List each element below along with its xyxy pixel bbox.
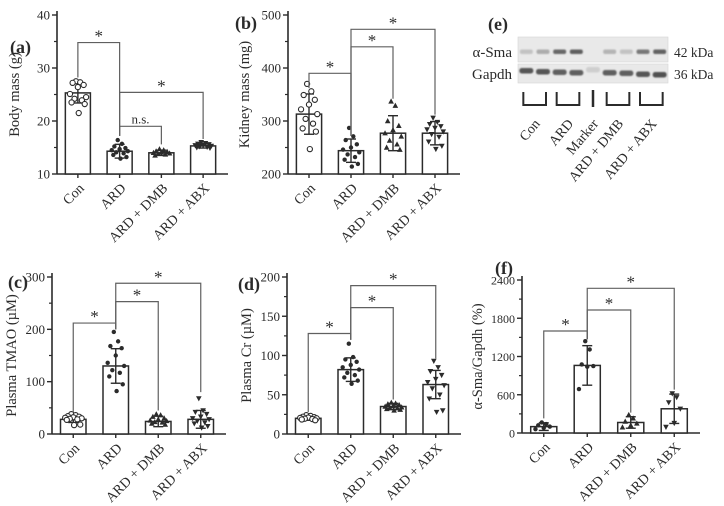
svg-text:*: * bbox=[154, 267, 163, 286]
svg-text:*: * bbox=[90, 307, 99, 326]
svg-text:Kidney mass (mg): Kidney mass (mg) bbox=[237, 41, 253, 148]
svg-text:ARD: ARD bbox=[98, 181, 130, 213]
svg-text:ARD: ARD bbox=[94, 441, 126, 473]
panel-f-asma-gapdh-chart: (f) 0 600 1200 1800 2400 α-Sma/Gapdh (%) Con ARD… bbox=[470, 258, 700, 505]
svg-text:(e): (e) bbox=[488, 14, 508, 35]
svg-text:Con: Con bbox=[526, 440, 553, 467]
svg-text:*: * bbox=[157, 76, 166, 95]
svg-text:Plasma TMAO (µM): Plasma TMAO (µM) bbox=[4, 294, 20, 417]
svg-text:2400: 2400 bbox=[491, 274, 515, 288]
svg-text:*: * bbox=[325, 318, 334, 337]
svg-text:300: 300 bbox=[26, 270, 46, 285]
svg-text:(c): (c) bbox=[8, 272, 28, 293]
svg-text:0: 0 bbox=[509, 427, 515, 441]
svg-text:*: * bbox=[133, 286, 142, 305]
svg-text:*: * bbox=[368, 292, 377, 311]
svg-text:200: 200 bbox=[261, 270, 281, 285]
svg-text:300: 300 bbox=[262, 114, 282, 129]
svg-text:Body mass (g): Body mass (g) bbox=[7, 52, 23, 137]
svg-text:100: 100 bbox=[26, 374, 46, 389]
svg-text:(d): (d) bbox=[238, 274, 260, 295]
svg-text:0: 0 bbox=[274, 427, 281, 442]
svg-text:α-Sma/Gapdh (%): α-Sma/Gapdh (%) bbox=[470, 303, 486, 409]
svg-text:200: 200 bbox=[26, 322, 46, 337]
svg-text:Con: Con bbox=[56, 441, 83, 468]
svg-text:n.s.: n.s. bbox=[131, 111, 149, 126]
svg-text:50: 50 bbox=[267, 387, 280, 402]
svg-text:ARD: ARD bbox=[566, 440, 598, 472]
svg-text:Con: Con bbox=[292, 181, 319, 208]
svg-text:*: * bbox=[326, 57, 335, 76]
svg-text:(b): (b) bbox=[235, 13, 257, 34]
svg-text:400: 400 bbox=[262, 61, 282, 76]
svg-text:1800: 1800 bbox=[491, 312, 515, 326]
svg-text:α-Sma: α-Sma bbox=[472, 45, 512, 61]
svg-text:*: * bbox=[95, 27, 104, 46]
svg-text:Con: Con bbox=[517, 117, 543, 145]
svg-text:*: * bbox=[389, 13, 398, 32]
svg-text:10: 10 bbox=[37, 167, 50, 182]
svg-text:Con: Con bbox=[61, 181, 88, 208]
svg-text:*: * bbox=[627, 272, 636, 291]
svg-text:*: * bbox=[368, 31, 377, 50]
svg-text:ARD: ARD bbox=[329, 181, 361, 213]
svg-text:200: 200 bbox=[262, 167, 282, 182]
svg-text:(f): (f) bbox=[495, 258, 513, 279]
svg-text:150: 150 bbox=[261, 309, 281, 324]
svg-text:42 kDa: 42 kDa bbox=[674, 45, 713, 60]
svg-text:*: * bbox=[605, 294, 614, 313]
svg-text:Con: Con bbox=[291, 441, 318, 468]
svg-text:ARD: ARD bbox=[329, 441, 361, 473]
svg-text:30: 30 bbox=[37, 61, 50, 76]
svg-text:Plasma Cr (µM): Plasma Cr (µM) bbox=[239, 308, 255, 403]
svg-text:0: 0 bbox=[39, 427, 46, 442]
svg-text:20: 20 bbox=[37, 114, 50, 129]
svg-text:500: 500 bbox=[262, 8, 282, 23]
svg-text:*: * bbox=[389, 270, 398, 289]
svg-text:100: 100 bbox=[261, 348, 281, 363]
svg-text:600: 600 bbox=[497, 388, 515, 402]
svg-text:36 kDa: 36 kDa bbox=[674, 67, 713, 82]
svg-text:40: 40 bbox=[37, 8, 50, 23]
svg-text:(a): (a) bbox=[10, 37, 31, 58]
svg-text:Gapdh: Gapdh bbox=[472, 67, 512, 83]
svg-text:1200: 1200 bbox=[491, 350, 515, 364]
svg-text:*: * bbox=[561, 315, 570, 334]
